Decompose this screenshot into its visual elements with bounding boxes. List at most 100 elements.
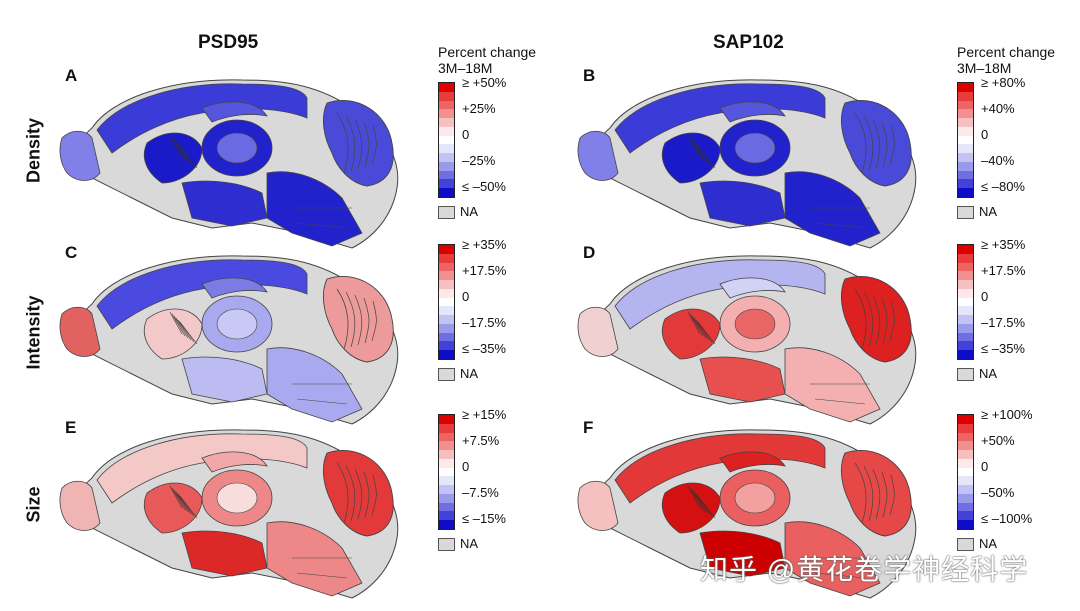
cerebellar-folium-line [854,288,867,350]
fiber-tract-line [687,485,701,509]
fiber-tract-line [689,137,704,161]
thalamus-core-region [216,132,258,164]
legend-c: ≥ +35% +17.5% 0 –17.5% ≤ –35% NA [438,237,568,382]
fiber-tract-line [171,313,186,337]
na-legend-entry: NA [438,204,478,220]
color-scale: ≥ +35% +17.5% 0 –17.5% ≤ –35% NA [957,237,1080,382]
panel-letter-c: C [65,243,78,262]
thalamus-core-region [734,308,776,340]
brain-map-f [577,429,917,599]
cerebellar-folium-line [354,294,363,346]
legend-subtitle: 3M–18M [438,60,493,76]
striatum-region [661,132,721,184]
fiber-tract-line [169,135,183,159]
scale-tick-label: –7.5% [462,485,499,500]
striatum-region [143,308,203,360]
legend-a: Percent change 3M–18M ≥ +50% +25% 0 –25% ≤ –… [438,44,568,220]
hypothalamus-region [181,180,268,227]
brainstem-subdivision-line [810,557,870,579]
cerebellar-folium-line [345,465,356,522]
legend-e: ≥ +15% +7.5% 0 –7.5% ≤ –15% NA [438,407,568,552]
na-legend-entry: NA [438,536,479,552]
na-swatch [438,538,455,552]
row-title-size: Size [23,486,44,523]
scale-tick-label: +50% [981,433,1015,448]
cerebellum-region [322,99,394,187]
panel-letter-b: B [583,66,596,85]
cerebellar-folium-line [363,121,370,168]
hypothalamus-region [181,530,268,577]
na-label: NA [979,536,998,551]
fiber-tract-line [173,139,189,163]
legend-d: ≥ +35% +17.5% 0 –17.5% ≤ –35% NA [957,237,1080,382]
olfactory-bulb-region [577,306,619,357]
na-legend-entry: NA [957,204,997,220]
scale-tick-label: 0 [462,459,470,474]
olfactory-bulb-region [59,130,101,181]
na-legend-entry: NA [438,366,478,382]
fiber-tract-line [171,487,186,511]
cerebellar-folium-line [863,115,874,172]
na-swatch [438,206,455,220]
scale-tick-label: +17.5% [462,263,507,278]
scale-tick-label: ≥ +35% [981,237,1026,252]
cerebellum-region [840,449,912,537]
color-scale: ≥ +15% +7.5% 0 –7.5% ≤ –15% NA [438,407,568,552]
fiber-tract-line [693,141,710,165]
scale-tick-label: ≤ –100% [981,511,1033,526]
cerebellum-region [840,99,912,187]
cerebellar-folium-line [872,118,881,170]
cerebellar-folium-line [881,471,888,518]
fiber-tract-line [693,317,710,341]
brainstem-region [784,521,881,597]
na-label: NA [460,536,479,551]
fiber-tract-line [171,137,186,161]
fiber-tract-line [173,489,189,513]
cerebellum-region [322,449,394,537]
panel-letter-e: E [65,418,77,437]
scale-tick-label: –17.5% [981,315,1026,330]
na-swatch [957,206,974,220]
brainstem-subdivision-line [292,383,352,405]
cerebellar-folium-line [371,124,377,166]
cerebellar-folium-line [854,112,867,174]
hypothalamus-region [699,530,786,577]
fiber-tract-line [697,495,716,519]
na-swatch [438,368,455,382]
cerebellar-folium-line [863,465,874,522]
scale-tick-label: –40% [981,153,1015,168]
cerebellar-folium-line [854,462,867,524]
brainstem-subdivision-line [810,207,870,229]
column-title-sap102: SAP102 [713,32,784,53]
scale-tick-label: +25% [462,101,496,116]
fiber-tract-line [169,311,183,335]
brain-map-e [59,429,399,599]
fiber-tract-line [175,141,192,165]
brainstem-subdivision-line [810,383,870,405]
hypothalamus-region [181,356,268,403]
legend-title: Percent change [957,44,1056,60]
color-scale: ≥ +35% +17.5% 0 –17.5% ≤ –35% NA [438,237,568,382]
cerebellar-folium-line [336,462,349,524]
fiber-tract-line [177,319,195,343]
striatum-region [143,132,203,184]
cerebellar-folium-line [863,291,874,348]
color-scale: ≥ +80% +40% 0 –40% ≤ –80% NA [957,75,1080,220]
fiber-tract-line [689,487,704,511]
cerebellar-folium-line [889,300,895,342]
cerebellum-region [322,275,394,363]
legend-f: ≥ +100% +50% 0 –50% ≤ –100% NA [957,407,1080,552]
fiber-tract-line [691,315,707,339]
cerebellar-folium-line [881,297,888,344]
color-scale-bar [957,414,974,530]
fiber-tract-line [691,489,707,513]
cerebellum-region [840,275,912,363]
scale-tick-label: ≥ +35% [462,237,507,252]
cerebellar-folium-line [363,471,370,518]
scale-tick-label: ≥ +100% [981,407,1033,422]
scale-tick-label: ≤ –35% [981,341,1025,356]
scale-tick-label: 0 [981,289,989,304]
watermark-text: 知乎 @黄花卷学神经科学 [700,554,1029,585]
hippocampus-region [719,277,786,299]
scale-tick-label: ≥ +50% [462,75,507,90]
